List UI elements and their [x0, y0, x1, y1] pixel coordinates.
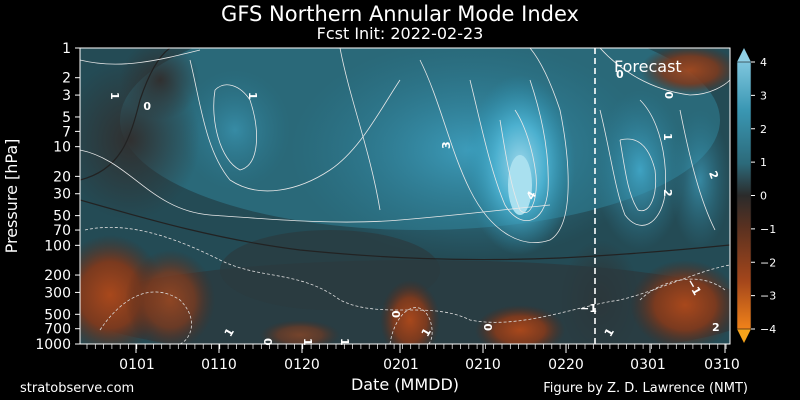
contour-label: 2 — [661, 189, 674, 197]
x-tick-label: 0301 — [630, 357, 666, 373]
x-tick-label: 0220 — [548, 357, 584, 373]
colorbar-tick-label: −4 — [760, 323, 776, 336]
contour-label: 0 — [143, 99, 151, 112]
contour-label: 1 — [338, 338, 351, 346]
x-tick-label: 0101 — [119, 357, 155, 373]
colorbar-tick-label: −2 — [760, 256, 776, 269]
footer-website: stratobserve.com — [20, 381, 135, 396]
contour-label: 0 — [616, 68, 624, 81]
contour-lines — [80, 48, 730, 344]
contour-label: 2 — [712, 321, 720, 334]
colorbar-tick-label: 4 — [760, 56, 767, 69]
colorbar-tick-label: 3 — [760, 89, 767, 102]
y-tick-label: 70 — [53, 223, 71, 239]
y-tick-label: 5 — [62, 110, 71, 126]
x-axis: 0101 0110 0120 0201 0210 0220 0301 0310 — [86, 344, 740, 373]
contour-label: 0 — [663, 91, 676, 99]
colorbar-tick-label: −3 — [760, 290, 776, 303]
colorbar-tick-label: 0 — [760, 190, 767, 203]
colorbar-tick-label: −1 — [760, 223, 776, 236]
y-tick-label: 50 — [53, 209, 71, 225]
y-axis-label: Pressure [hPa] — [2, 139, 21, 254]
colorbar-bottom-arrow — [737, 329, 751, 343]
y-tick-label: 7 — [62, 124, 71, 140]
y-tick-label: 10 — [53, 140, 71, 156]
y-tick-label: 2 — [62, 71, 71, 87]
y-tick-label: 1 — [62, 41, 71, 57]
y-tick-label: 3 — [62, 88, 71, 104]
y-tick-label: 300 — [44, 285, 71, 301]
x-tick-label: 0201 — [383, 357, 419, 373]
y-tick-label: 30 — [53, 187, 71, 203]
contour-label: 0 — [261, 338, 274, 346]
plot-frame — [79, 47, 731, 345]
y-tick-label: 500 — [44, 307, 71, 323]
x-tick-label: 0120 — [284, 357, 320, 373]
colorbar-tick-label: 1 — [760, 156, 767, 169]
forecast-label: Forecast — [614, 57, 682, 76]
contour-label: 3 — [440, 141, 453, 149]
colorbar-ticks: 4 3 2 1 0 −1 −2 −3 −4 — [751, 56, 776, 336]
heatmap-field — [80, 48, 730, 344]
colorbar-tick-label: 2 — [760, 123, 767, 136]
contour-label: 0 — [390, 310, 403, 318]
contour-label: −1 — [580, 302, 597, 315]
y-tick-label: 1000 — [35, 337, 71, 353]
contour-label: 2 — [706, 169, 721, 181]
y-tick-label: 20 — [53, 169, 71, 185]
contour-label: 1 — [661, 133, 674, 141]
y-tick-label: 200 — [44, 268, 71, 284]
colorbar-top-arrow — [737, 48, 751, 62]
x-tick-label: 0310 — [704, 357, 740, 373]
contour-label: 0 — [482, 323, 495, 331]
y-tick-label: 700 — [44, 322, 71, 338]
x-axis-label: Date (MMDD) — [351, 375, 459, 394]
contour-label: 1 — [108, 92, 121, 100]
chart-subtitle: Fcst Init: 2022-02-23 — [316, 24, 484, 43]
y-tick-label: 100 — [44, 238, 71, 254]
chart-title: GFS Northern Annular Mode Index — [221, 2, 579, 26]
contour-labels: 1 0 1 3 4 0 0 1 2 2 −1 2 1 0 1 0 1 1 −1 … — [108, 68, 721, 346]
contour-label: 1 — [301, 338, 314, 346]
colorbar: 4 3 2 1 0 −1 −2 −3 −4 — [736, 48, 776, 343]
x-tick-label: 0110 — [201, 357, 237, 373]
colorbar-gradient — [737, 62, 751, 329]
contour-label: 1 — [246, 92, 259, 100]
footer-credit: Figure by Z. D. Lawrence (NMT) — [543, 381, 748, 396]
x-tick-label: 0210 — [465, 357, 501, 373]
